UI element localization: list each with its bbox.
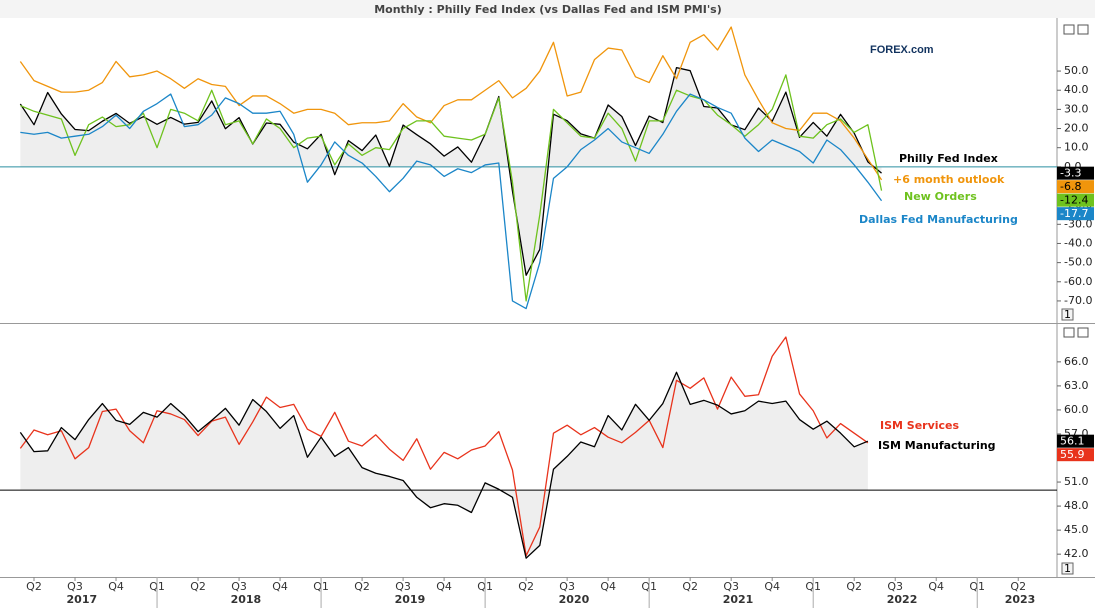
y-tick-label: 30.0 bbox=[1064, 102, 1089, 115]
x-tick-label: Q2 bbox=[518, 580, 534, 593]
x-tick-label: Q4 bbox=[436, 580, 452, 593]
value-label: -6.8 bbox=[1060, 180, 1081, 193]
x-tick-label: Q3 bbox=[559, 580, 575, 593]
x-year-label: 2023 bbox=[1005, 593, 1036, 606]
y-tick-label: -30.0 bbox=[1064, 217, 1092, 230]
title-bar bbox=[0, 0, 1095, 18]
value-box bbox=[1057, 448, 1094, 462]
value-box bbox=[1057, 180, 1094, 194]
x-year-label: 2018 bbox=[231, 593, 262, 606]
series-line bbox=[19, 66, 882, 276]
x-tick-label: Q4 bbox=[272, 580, 288, 593]
y-tick-label: 60.0 bbox=[1064, 403, 1089, 416]
x-tick-label: Q2 bbox=[846, 580, 862, 593]
y-tick-label: 63.0 bbox=[1064, 379, 1089, 392]
y-tick-label: -50.0 bbox=[1064, 256, 1092, 269]
y-tick-label: 42.0 bbox=[1064, 547, 1089, 560]
y-tick-label: 50.0 bbox=[1064, 64, 1089, 77]
value-label: -12.4 bbox=[1060, 194, 1088, 207]
x-tick-label: Q2 bbox=[354, 580, 370, 593]
series-line bbox=[20, 93, 883, 310]
shaded-area bbox=[20, 67, 882, 276]
x-tick-label: Q2 bbox=[682, 580, 698, 593]
x-tick-label: Q4 bbox=[764, 580, 780, 593]
x-tick-label: Q3 bbox=[723, 580, 739, 593]
panel-label[interactable]: 1 bbox=[1064, 308, 1071, 321]
value-box bbox=[1057, 207, 1094, 221]
series-line bbox=[19, 26, 883, 181]
y-tick-label: 51.0 bbox=[1064, 475, 1089, 488]
chart-title: Monthly : Philly Fed Index (vs Dallas Fe… bbox=[374, 3, 722, 16]
x-tick-label: Q4 bbox=[600, 580, 616, 593]
plot bbox=[0, 26, 1057, 310]
y-tick-label: 20.0 bbox=[1064, 122, 1089, 135]
x-year-label: 2017 bbox=[67, 593, 98, 606]
x-tick-label: Q3 bbox=[67, 580, 83, 593]
button[interactable] bbox=[1063, 24, 1075, 35]
y-tick-label: 40.0 bbox=[1064, 83, 1089, 96]
value-label: 56.1 bbox=[1060, 435, 1085, 448]
x-tick-label: Q2 bbox=[26, 580, 42, 593]
x-tick-label: Q3 bbox=[231, 580, 247, 593]
y-tick-label: -40.0 bbox=[1064, 236, 1092, 249]
x-tick-label: Q3 bbox=[395, 580, 411, 593]
value-box bbox=[1057, 193, 1094, 207]
panel-buttons: 1 1 bbox=[1061, 24, 1089, 575]
x-tick-label: Q2 bbox=[190, 580, 206, 593]
value-label: 55.9 bbox=[1060, 448, 1085, 461]
legend-label: ISM Services bbox=[880, 419, 960, 432]
button[interactable] bbox=[1061, 308, 1074, 321]
y-tick-label: 48.0 bbox=[1064, 499, 1089, 512]
legend-label: Dallas Fed Manufacturing bbox=[859, 213, 1018, 226]
x-tick-label: Q3 bbox=[887, 580, 903, 593]
button[interactable] bbox=[1061, 562, 1074, 575]
x-year-label: 2022 bbox=[887, 593, 918, 606]
value-box bbox=[1057, 166, 1094, 180]
y-tick-label: 45.0 bbox=[1064, 523, 1089, 536]
legend-label: ISM Manufacturing bbox=[878, 439, 996, 452]
legend-label: Philly Fed Index bbox=[899, 152, 998, 165]
series-line bbox=[20, 74, 883, 302]
button[interactable] bbox=[1063, 327, 1075, 338]
legend-label: New Orders bbox=[904, 190, 977, 203]
y-tick-label: 66.0 bbox=[1064, 355, 1089, 368]
x-tick-label: Q2 bbox=[1010, 580, 1026, 593]
x-year-label: 2020 bbox=[559, 593, 590, 606]
button[interactable] bbox=[1077, 327, 1089, 338]
y-tick-label: -70.0 bbox=[1064, 294, 1092, 307]
legend-label: +6 month outlook bbox=[893, 173, 1005, 186]
button[interactable] bbox=[1077, 24, 1089, 35]
x-tick-label: Q4 bbox=[928, 580, 944, 593]
x-tick-label: Q4 bbox=[108, 580, 124, 593]
plot bbox=[0, 336, 1057, 559]
series-line bbox=[19, 371, 869, 559]
x-year-label: 2019 bbox=[395, 593, 426, 606]
value-box bbox=[1057, 434, 1094, 448]
logo: FOREX.com bbox=[870, 44, 934, 56]
y-tick-label: -60.0 bbox=[1064, 275, 1092, 288]
y-tick-label: 10.0 bbox=[1064, 141, 1089, 154]
shaded-area bbox=[20, 372, 868, 559]
panel-label[interactable]: 1 bbox=[1064, 562, 1071, 575]
x-year-label: 2021 bbox=[723, 593, 754, 606]
value-label: -17.7 bbox=[1060, 207, 1088, 220]
value-label: -3.3 bbox=[1060, 167, 1081, 180]
